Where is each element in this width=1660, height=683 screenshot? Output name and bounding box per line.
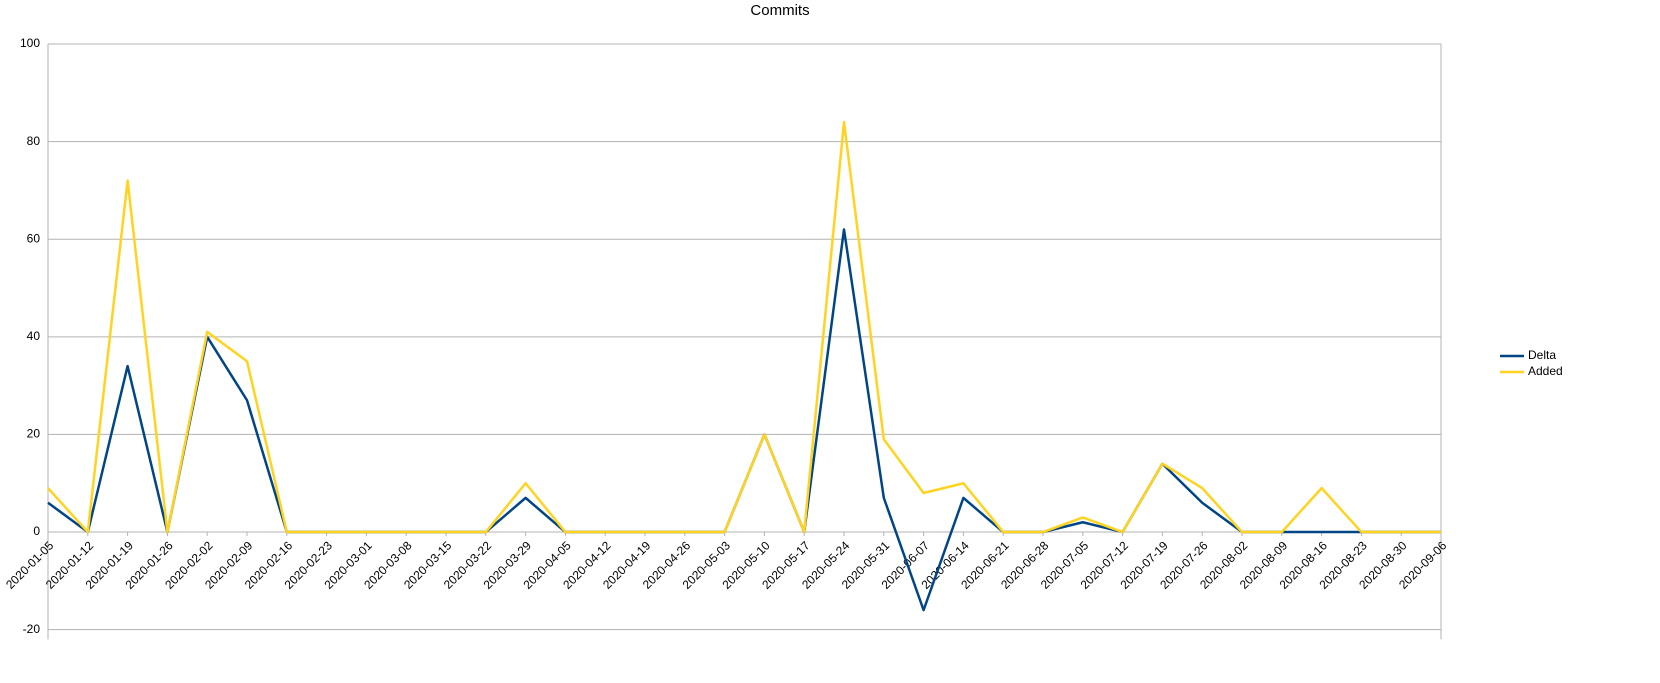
chart-title: Commits	[750, 2, 809, 19]
y-tick-label: 80	[27, 134, 41, 148]
legend-label: Added	[1528, 364, 1563, 378]
series-line	[47, 120, 1441, 534]
y-tick-label: 0	[33, 524, 40, 538]
y-tick-label: -20	[23, 622, 41, 636]
y-tick-label: 100	[20, 36, 40, 50]
y-tick-label: 20	[27, 427, 41, 441]
y-tick-label: 40	[27, 329, 41, 343]
y-tick-label: 60	[27, 231, 41, 245]
legend-label: Delta	[1528, 348, 1556, 362]
